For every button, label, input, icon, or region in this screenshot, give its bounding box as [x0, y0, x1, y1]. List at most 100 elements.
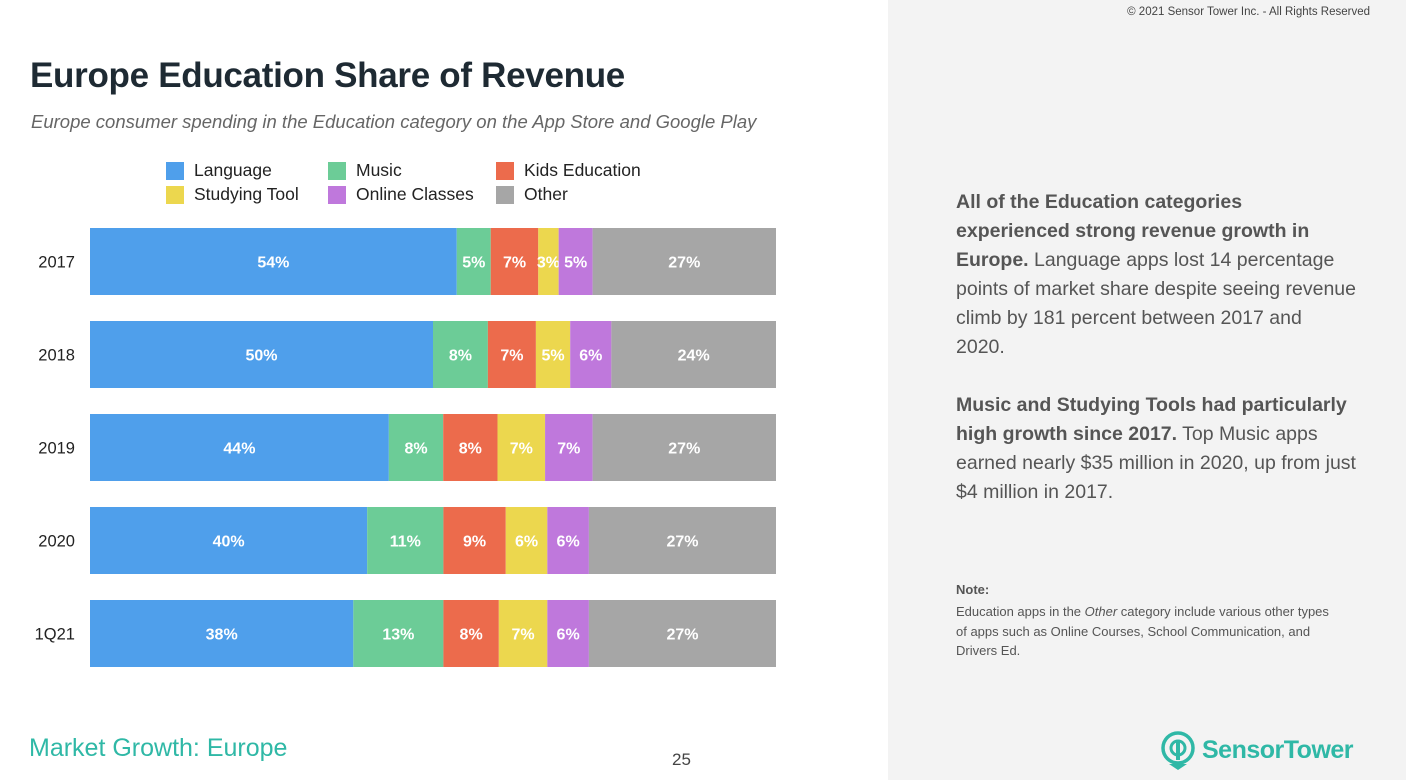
data-label-language-2019: 44% [223, 441, 255, 458]
bar-kids-education-2018 [487, 321, 536, 388]
note-text: Education apps in the Other category inc… [956, 602, 1336, 661]
legend-swatch-kids-education [496, 161, 514, 180]
legend-label-kids-education: Kids Education [524, 160, 641, 180]
note-text-start: Education apps in the [956, 604, 1085, 619]
legend-item-music: Music [328, 160, 402, 181]
bar-language-2018 [90, 321, 433, 388]
insight-paragraph-1: All of the Education categories experien… [956, 188, 1356, 362]
bar-other-2020 [588, 507, 776, 574]
legend-item-online-classes: Online Classes [328, 184, 474, 205]
sensor-tower-logo: SensorTower [1160, 730, 1354, 770]
bar-kids-education-2019 [443, 414, 498, 481]
data-label-music-2019: 8% [404, 441, 427, 458]
insight-paragraph-2: Music and Studying Tools had particularl… [956, 391, 1356, 507]
bar-studying-tool-2018 [535, 321, 571, 388]
bar-music-2018 [433, 321, 488, 388]
legend-swatch-language [166, 161, 184, 180]
footer-section-title: Market Growth: Europe [29, 734, 288, 762]
bar-music-1q21 [353, 600, 444, 667]
bar-studying-tool-2020 [505, 507, 548, 574]
insight-1-body: Language apps lost 14 percentage points … [956, 249, 1356, 358]
insight-2-headline: Music and Studying Tools had particularl… [956, 394, 1347, 445]
data-label-studying-tool-1q21: 7% [512, 627, 535, 644]
bar-language-2017 [90, 228, 457, 295]
stacked-bar-chart: 2017 54% 5% 7% 3% 5% 27%2018 50% 8% 7% 5% 6% 24%2019… [35, 228, 776, 667]
brand-wordmark: SensorTower [1202, 735, 1354, 765]
data-label-language-1q21: 38% [206, 627, 238, 644]
legend-swatch-other [496, 185, 514, 204]
brand-sensor: Sensor [1202, 735, 1284, 764]
data-label-kids-education-2020: 9% [463, 534, 486, 551]
data-label-language-2018: 50% [245, 348, 277, 365]
bar-online-classes-1q21 [547, 600, 589, 667]
legend-label-music: Music [356, 160, 402, 180]
data-label-studying-tool-2020: 6% [515, 534, 538, 551]
data-label-online-classes-2019: 7% [557, 441, 580, 458]
data-label-music-2017: 5% [462, 255, 485, 272]
insight-2-body: Top Music apps earned nearly $35 million… [956, 423, 1356, 503]
bar-language-2020 [90, 507, 368, 574]
insights-panel: © 2021 Sensor Tower Inc. - All Rights Re… [888, 0, 1406, 780]
note-title: Note: [956, 582, 990, 597]
page-number: 25 [672, 750, 691, 769]
data-label-other-2018: 24% [678, 348, 710, 365]
data-label-music-1q21: 13% [382, 627, 414, 644]
legend-label-language: Language [194, 160, 272, 180]
data-label-online-classes-2017: 5% [564, 255, 587, 272]
data-label-online-classes-2020: 6% [557, 534, 580, 551]
bar-online-classes-2017 [558, 228, 593, 295]
bar-other-2017 [592, 228, 776, 295]
bar-other-1q21 [588, 600, 776, 667]
data-label-music-2018: 8% [449, 348, 472, 365]
category-label-2017: 2017 [38, 254, 75, 272]
bar-music-2020 [367, 507, 444, 574]
bar-online-classes-2018 [570, 321, 612, 388]
brand-tower: Tower [1283, 735, 1354, 764]
data-label-kids-education-2019: 8% [459, 441, 482, 458]
category-label-2020: 2020 [38, 533, 75, 551]
chart-legend: Language Music Kids Education Studying T… [166, 160, 686, 210]
data-label-music-2020: 11% [390, 534, 421, 551]
data-label-language-2020: 40% [213, 534, 245, 551]
bar-kids-education-2017 [490, 228, 539, 295]
data-label-other-1q21: 27% [666, 627, 698, 644]
bar-language-2019 [90, 414, 389, 481]
data-label-other-2019: 27% [668, 441, 700, 458]
data-label-language-2017: 54% [257, 255, 289, 272]
legend-label-other: Other [524, 184, 568, 204]
data-label-kids-education-2017: 7% [503, 255, 526, 272]
page-subtitle: Europe consumer spending in the Educatio… [31, 111, 757, 132]
data-label-other-2020: 27% [666, 534, 698, 551]
bar-online-classes-2020 [547, 507, 589, 574]
bar-online-classes-2019 [545, 414, 593, 481]
category-label-1q21: 1Q21 [35, 626, 75, 644]
category-label-2019: 2019 [38, 440, 75, 458]
sensor-tower-logo-icon [1161, 731, 1195, 770]
legend-label-online-classes: Online Classes [356, 184, 474, 204]
data-label-kids-education-2018: 7% [500, 348, 523, 365]
data-label-studying-tool-2018: 5% [541, 348, 564, 365]
bar-other-2019 [592, 414, 776, 481]
data-label-online-classes-2018: 6% [579, 348, 602, 365]
data-label-online-classes-1q21: 6% [557, 627, 580, 644]
legend-swatch-studying-tool [166, 185, 184, 204]
legend-item-kids-education: Kids Education [496, 160, 641, 181]
legend-swatch-music [328, 161, 346, 180]
bar-studying-tool-1q21 [498, 600, 548, 667]
bar-other-2018 [611, 321, 776, 388]
bar-music-2019 [388, 414, 444, 481]
data-label-studying-tool-2017: 3% [537, 255, 560, 272]
bar-studying-tool-2019 [497, 414, 546, 481]
copyright-notice: © 2021 Sensor Tower Inc. - All Rights Re… [1127, 6, 1370, 18]
bar-kids-education-1q21 [443, 600, 499, 667]
legend-swatch-online-classes [328, 185, 346, 204]
page-title: Europe Education Share of Revenue [30, 56, 625, 95]
legend-item-other: Other [496, 184, 568, 205]
legend-item-language: Language [166, 160, 272, 181]
legend-label-studying-tool: Studying Tool [194, 184, 299, 204]
bar-language-1q21 [90, 600, 354, 667]
data-label-kids-education-1q21: 8% [460, 627, 483, 644]
insight-1-headline: All of the Education categories experien… [956, 191, 1310, 271]
note-text-other-category: Other [1084, 604, 1118, 619]
data-label-studying-tool-2019: 7% [510, 441, 533, 458]
